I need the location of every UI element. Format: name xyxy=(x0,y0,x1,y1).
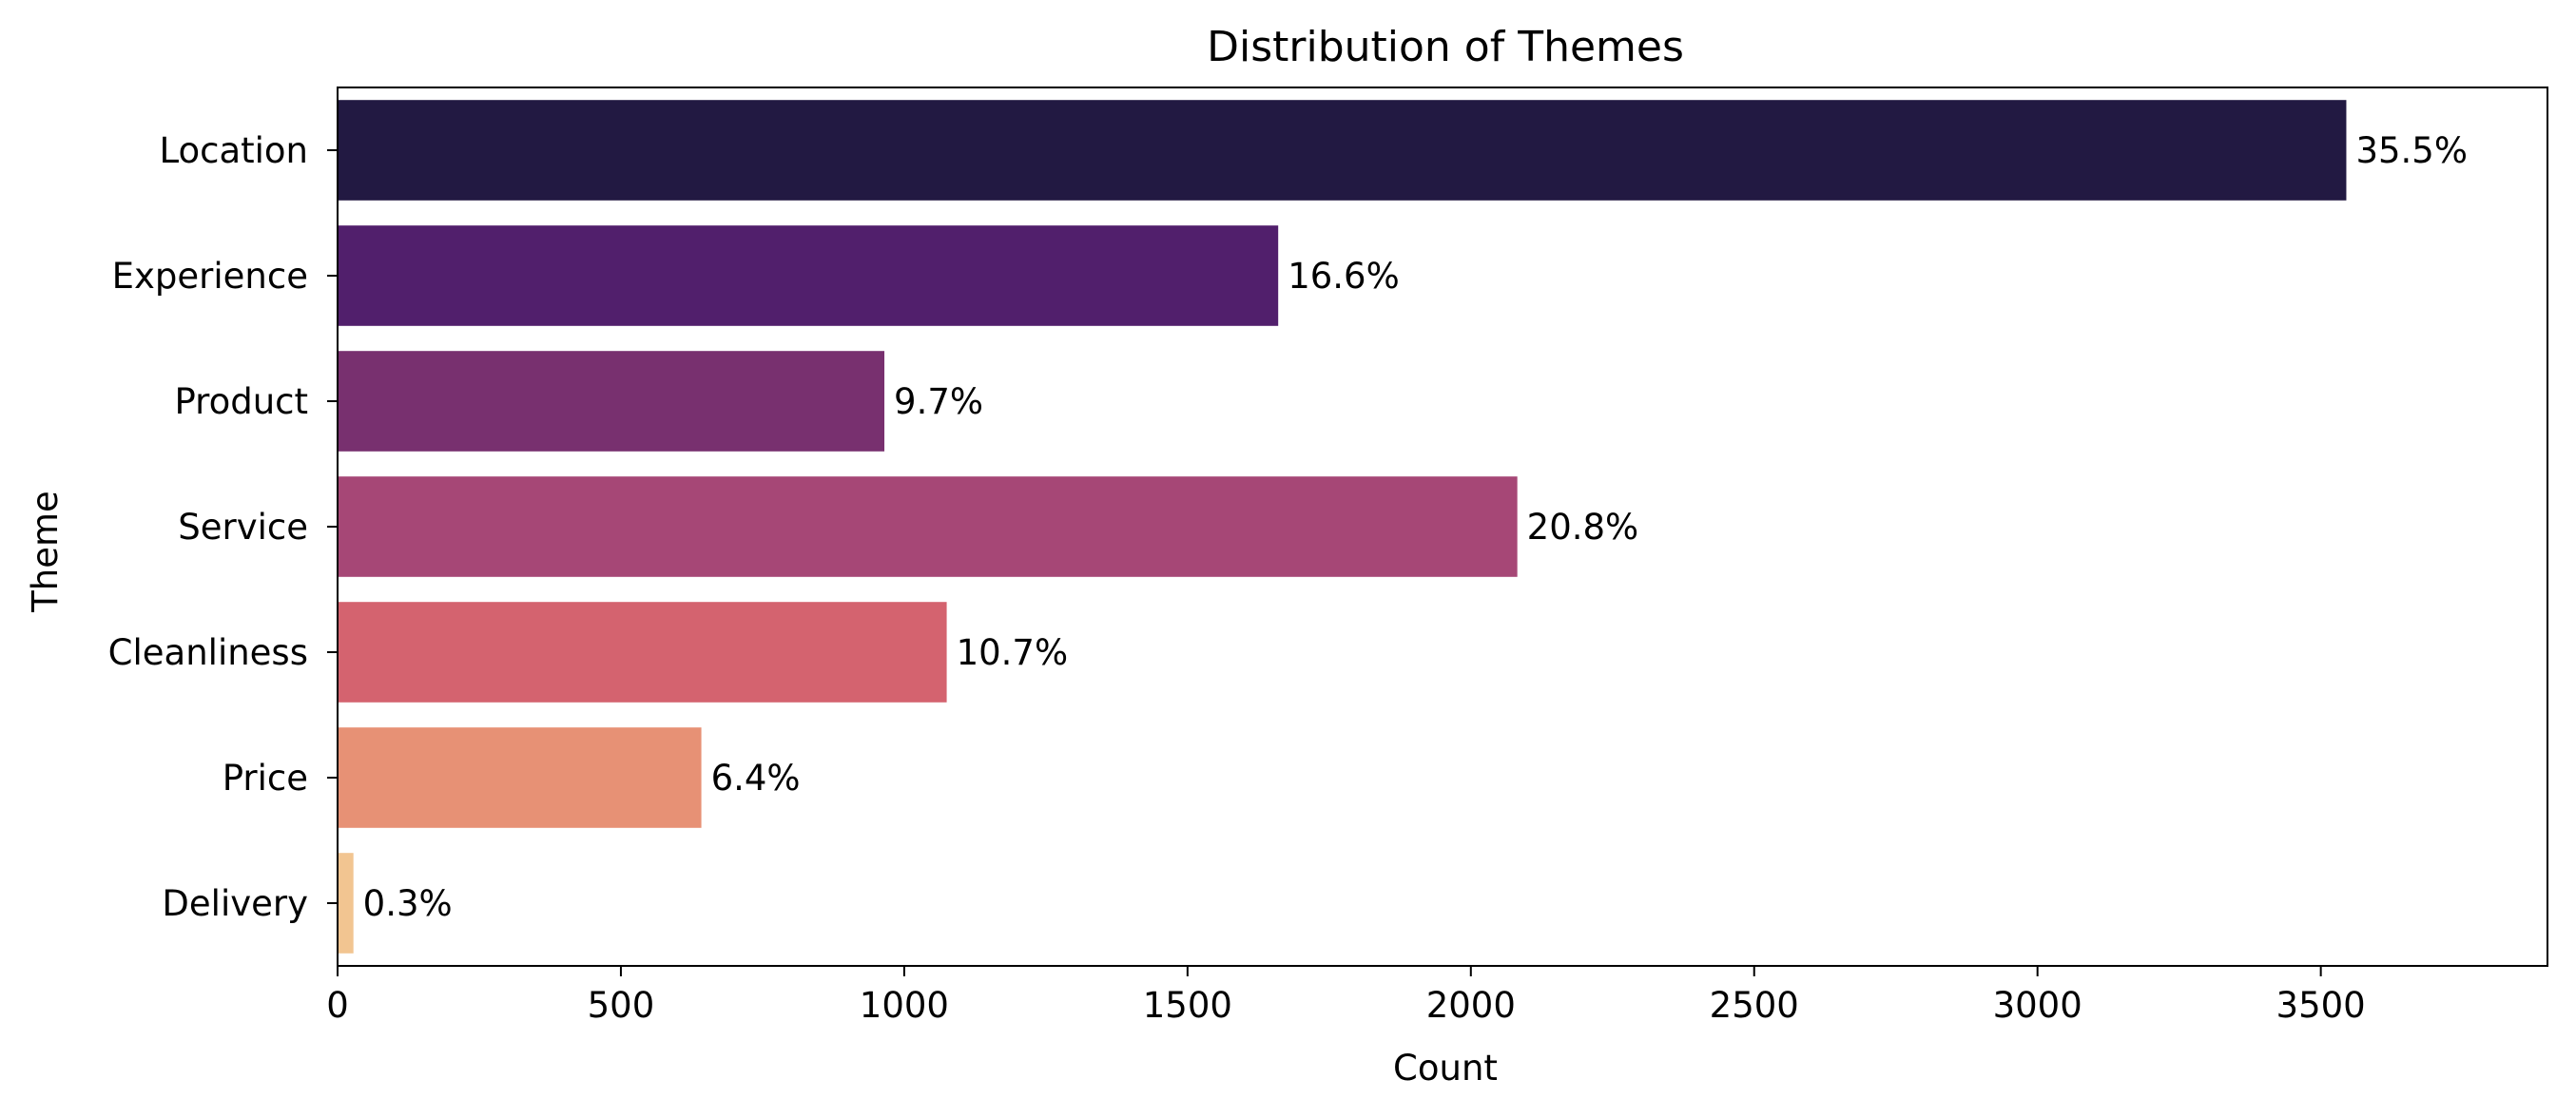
y-axis-title: Theme xyxy=(25,491,66,613)
data-label-cleanliness: 10.7% xyxy=(957,632,1069,673)
plot-frame xyxy=(337,87,2548,967)
data-label-delivery: 0.3% xyxy=(363,883,453,924)
x-tick-label: 2500 xyxy=(1710,985,1799,1026)
data-label-service: 20.8% xyxy=(1527,507,1639,548)
y-tick-label-service: Service xyxy=(178,507,308,548)
y-tick-label-delivery: Delivery xyxy=(162,883,308,924)
x-tick-label: 2000 xyxy=(1426,985,1516,1026)
bar-delivery xyxy=(338,853,354,954)
data-label-price: 6.4% xyxy=(711,758,801,799)
bar-price xyxy=(338,727,702,828)
x-tick-label: 0 xyxy=(326,985,349,1026)
data-label-experience: 16.6% xyxy=(1288,256,1400,297)
y-tick-label-product: Product xyxy=(175,381,308,422)
bar-service xyxy=(338,476,1518,577)
x-tick-label: 1000 xyxy=(860,985,949,1026)
y-tick-label-experience: Experience xyxy=(112,256,308,297)
bar-cleanliness xyxy=(338,602,947,703)
x-axis-title: Count xyxy=(1393,1048,1498,1089)
data-label-location: 35.5% xyxy=(2355,130,2468,171)
x-tick-label: 3000 xyxy=(1993,985,2082,1026)
y-tick-label-price: Price xyxy=(223,758,308,799)
x-tick-label: 1500 xyxy=(1143,985,1232,1026)
data-label-product: 9.7% xyxy=(894,381,983,422)
y-tick-label-cleanliness: Cleanliness xyxy=(108,632,308,673)
x-tick-label: 500 xyxy=(588,985,655,1026)
chart-title: Distribution of Themes xyxy=(1207,23,1684,71)
axes-layer: Location Experience Product Service Cleanlin… xyxy=(108,87,2548,1026)
x-tick-label: 3500 xyxy=(2276,985,2366,1026)
bars-layer: 35.5% 16.6% 9.7% 20.8% 10.7% 6.4% 0.3% xyxy=(338,100,2468,954)
y-tick-label-location: Location xyxy=(160,130,309,171)
bar-experience xyxy=(338,225,1279,326)
bar-location xyxy=(338,100,2347,201)
bar-product xyxy=(338,351,885,452)
